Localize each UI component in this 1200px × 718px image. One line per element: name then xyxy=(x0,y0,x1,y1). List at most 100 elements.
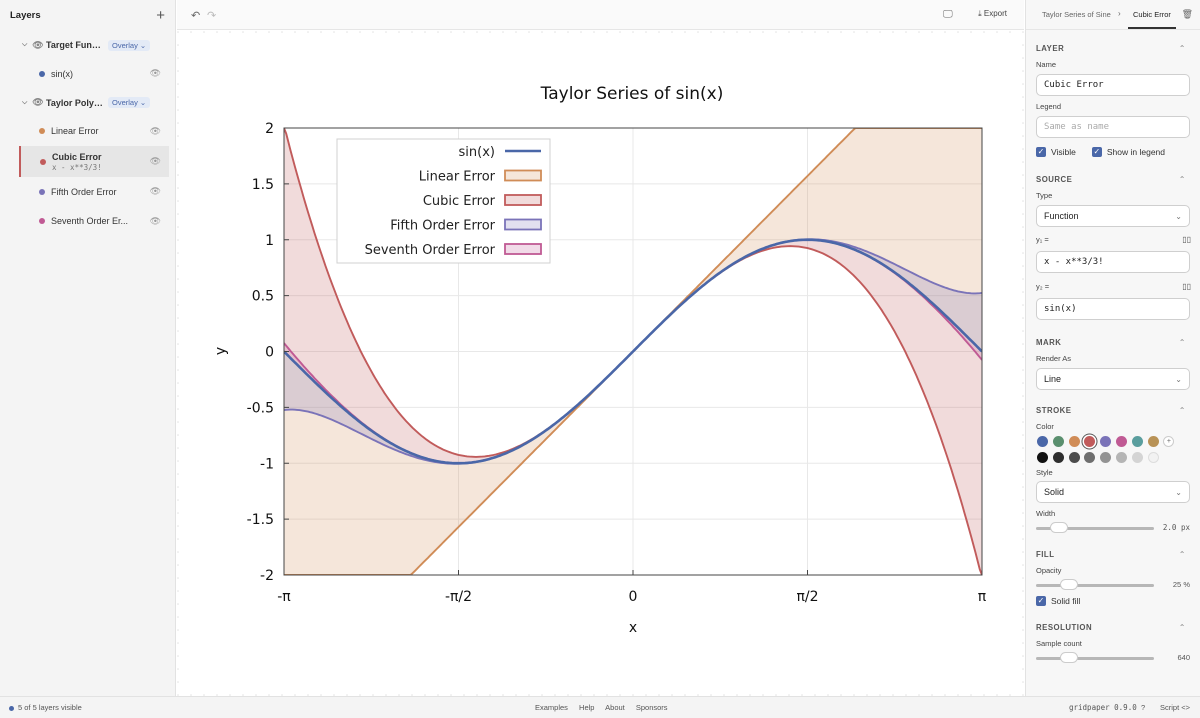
color-swatch[interactable] xyxy=(1084,451,1096,463)
eye-icon[interactable]: 👁 xyxy=(149,68,161,79)
footer-link-about[interactable]: About xyxy=(605,703,625,712)
y2-label-row: y₂ = ▯▯ xyxy=(1026,280,1200,293)
canvas-toolbar: ↶ ↷ 🖵 ⤓ Export xyxy=(177,0,1024,30)
layer-name: Fifth Order Error xyxy=(51,186,117,197)
monitor-icon[interactable]: 🖵 xyxy=(943,9,953,20)
layer-name: Seventh Order Er... xyxy=(51,216,129,227)
legend-box xyxy=(336,138,551,264)
chevron-up-icon[interactable]: ⌃ xyxy=(1178,43,1186,53)
color-swatch[interactable] xyxy=(1131,435,1143,447)
style-select[interactable]: Solid ⌄ xyxy=(1036,481,1190,503)
eye-icon[interactable]: 👁 xyxy=(149,156,161,166)
color-swatch[interactable] xyxy=(1068,435,1080,447)
color-swatch[interactable] xyxy=(1147,451,1159,463)
legend-swatch-band xyxy=(504,243,542,255)
overlay-badge[interactable]: Overlay ⌄ xyxy=(108,97,151,108)
footer-link-sponsors[interactable]: Sponsors xyxy=(635,703,668,712)
sample-slider-thumb[interactable] xyxy=(1060,652,1078,663)
add-color-icon[interactable]: + xyxy=(1163,435,1175,447)
color-swatch[interactable] xyxy=(1100,435,1112,447)
layer-item-linear-error[interactable]: Linear Error 👁 xyxy=(0,117,175,147)
x-axis-label: x xyxy=(629,620,637,636)
chevron-up-icon[interactable]: ⌃ xyxy=(1178,622,1186,632)
chevron-up-icon[interactable]: ⌃ xyxy=(1178,549,1186,559)
color-swatch[interactable] xyxy=(1052,435,1064,447)
legend-swatch-band xyxy=(504,169,542,182)
section-source-header[interactable]: SOURCE ⌃ xyxy=(1026,171,1200,187)
color-swatch[interactable] xyxy=(1115,451,1127,463)
color-swatch[interactable] xyxy=(1147,435,1159,447)
section-title: LAYER xyxy=(1036,43,1065,53)
color-swatch[interactable] xyxy=(1115,435,1127,447)
layer-item-seventh-order-error[interactable]: Seventh Order Er... 👁 xyxy=(0,207,175,237)
visible-checkbox[interactable]: ✓ xyxy=(1036,147,1046,157)
section-layer-header[interactable]: LAYER ⌃ xyxy=(1026,40,1200,56)
color-swatch[interactable] xyxy=(1037,435,1048,447)
section-mark-header[interactable]: MARK ⌃ xyxy=(1026,334,1200,350)
chevron-down-icon[interactable]: ⌵ xyxy=(22,41,28,48)
opacity-slider-thumb[interactable] xyxy=(1060,579,1078,590)
chevron-down-icon: ⌄ xyxy=(1175,374,1182,384)
eye-icon[interactable]: 👁 xyxy=(32,97,44,107)
section-stroke-header[interactable]: STROKE ⌃ xyxy=(1026,402,1200,418)
chevron-up-icon[interactable]: ⌃ xyxy=(1178,174,1186,184)
help-button[interactable]: ? xyxy=(1141,703,1146,712)
y1-expression-input[interactable]: x - x**3/3! xyxy=(1036,251,1190,273)
width-slider-thumb[interactable] xyxy=(1050,522,1068,533)
book-icon[interactable]: ▯▯ xyxy=(1182,282,1191,291)
layer-group-taylor[interactable]: ⌵ 👁 Taylor Polyn... Overlay ⌄ xyxy=(0,89,175,117)
trash-icon[interactable]: 🗑 xyxy=(1181,9,1193,19)
breadcrumb-parent[interactable]: Taylor Series of Sine xyxy=(1042,10,1111,19)
script-toggle[interactable]: Script <> xyxy=(1160,703,1191,712)
type-select[interactable]: Function ⌄ xyxy=(1036,205,1190,227)
footer-link-help[interactable]: Help xyxy=(579,703,595,712)
color-swatch[interactable] xyxy=(1068,451,1080,463)
chart-svg[interactable]: -π -π/2 0 π/2 π 2 1.5 1 0.5 0 -0.5 -1 -1.5 -2 Taylor … xyxy=(177,31,1024,696)
section-fill-header[interactable]: FILL ⌃ xyxy=(1026,546,1200,562)
section-resolution-header[interactable]: RESOLUTION ⌃ xyxy=(1026,619,1200,635)
plus-icon[interactable]: + xyxy=(156,6,165,24)
y-tick-label: 1 xyxy=(265,233,274,249)
download-icon: ⤓ xyxy=(978,9,982,18)
overlay-badge[interactable]: Overlay ⌄ xyxy=(108,39,151,51)
eye-icon[interactable]: 👁 xyxy=(32,39,44,50)
eye-icon[interactable]: 👁 xyxy=(149,125,161,136)
overlay-label: Overlay xyxy=(112,98,138,107)
opacity-slider-row: 25 % xyxy=(1026,577,1200,593)
y2-expression-input[interactable]: sin(x) xyxy=(1036,298,1190,320)
breadcrumb-current[interactable]: Cubic Error xyxy=(1128,0,1176,29)
render-as-select[interactable]: Line ⌄ xyxy=(1036,368,1190,390)
plot-canvas[interactable]: -π -π/2 0 π/2 π 2 1.5 1 0.5 0 -0.5 -1 -1.5 -2 Taylor … xyxy=(177,31,1024,696)
eye-icon[interactable]: 👁 xyxy=(149,215,161,226)
y-tick-label: -0.5 xyxy=(247,400,274,416)
eye-icon[interactable]: 👁 xyxy=(149,186,161,197)
layer-group-target[interactable]: ⌵ 👁 Target Functi... Overlay ⌄ xyxy=(0,31,175,59)
name-input[interactable]: Cubic Error xyxy=(1036,74,1190,96)
overlay-label: Overlay xyxy=(112,40,138,50)
show-in-legend-checkbox[interactable]: ✓ xyxy=(1091,147,1102,157)
export-button[interactable]: ⤓ Export xyxy=(978,9,1007,19)
color-swatch[interactable] xyxy=(1052,451,1064,463)
layer-item-fifth-order-error[interactable]: Fifth Order Error 👁 xyxy=(0,177,175,207)
legend-input[interactable]: Same as name xyxy=(1036,116,1190,138)
y-axis-label: y xyxy=(213,347,229,355)
chevron-up-icon[interactable]: ⌃ xyxy=(1178,405,1186,415)
color-swatch[interactable] xyxy=(1084,435,1096,447)
color-swatch[interactable] xyxy=(1037,451,1048,463)
color-swatch[interactable] xyxy=(1131,451,1143,463)
undo-icon[interactable]: ↶ xyxy=(191,10,201,22)
chart-legend[interactable]: sin(x) Linear Error Cubic Error Fifth Order… xyxy=(336,138,551,264)
redo-icon[interactable]: ↷ xyxy=(207,10,217,22)
width-slider-track[interactable] xyxy=(1036,527,1154,530)
book-icon[interactable]: ▯▯ xyxy=(1182,235,1191,244)
solid-fill-checkbox[interactable]: ✓ xyxy=(1036,596,1046,606)
chevron-down-icon[interactable]: ⌵ xyxy=(22,98,28,106)
layer-item-sin[interactable]: sin(x) 👁 xyxy=(0,59,175,89)
footer-link-examples[interactable]: Examples xyxy=(535,703,568,712)
layer-item-cubic-error[interactable]: Cubic Error x - x**3/3! 👁 xyxy=(19,146,169,177)
opacity-slider-track[interactable] xyxy=(1036,584,1154,587)
sample-slider-track[interactable] xyxy=(1036,657,1154,660)
chevron-up-icon[interactable]: ⌃ xyxy=(1178,337,1186,347)
color-swatch[interactable] xyxy=(1100,451,1112,463)
render-as-value: Line xyxy=(1044,374,1062,384)
